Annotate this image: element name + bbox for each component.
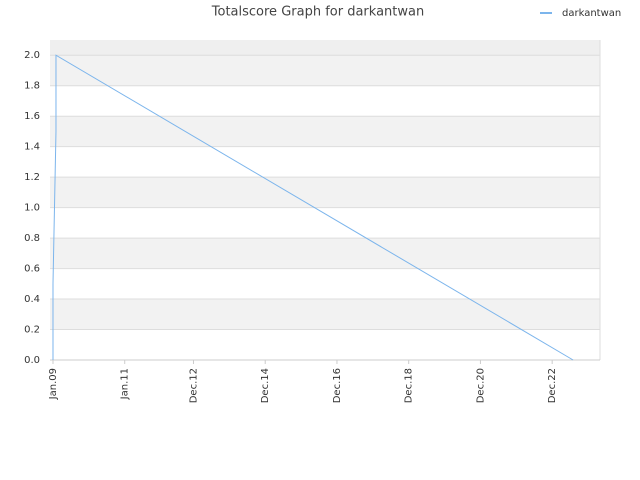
y-tick-label: 0.0 — [24, 355, 40, 366]
grid-band — [50, 85, 600, 117]
grid-band — [50, 268, 600, 300]
grid-band — [50, 55, 600, 86]
x-tick-label: Jan.09 — [48, 368, 59, 400]
grid-band — [50, 329, 600, 360]
x-tick-label: Dec.14 — [260, 368, 271, 403]
x-tick-label: Dec.16 — [332, 368, 343, 403]
y-tick-label: 0.6 — [24, 264, 40, 275]
y-tick-label: 2.0 — [24, 50, 40, 61]
y-tick-label: 1.0 — [24, 203, 40, 214]
y-tick-label: 1.6 — [24, 111, 40, 122]
y-tick-label: 1.2 — [24, 172, 40, 183]
x-tick-label: Dec.12 — [188, 368, 199, 403]
grid-band — [50, 177, 600, 208]
grid-band — [50, 299, 600, 330]
chart-title: Totalscore Graph for darkantwan — [211, 5, 424, 20]
y-tick-label: 0.2 — [24, 325, 40, 336]
grid-band — [50, 116, 600, 147]
y-tick-label: 0.4 — [24, 294, 40, 305]
x-tick-label: Dec.20 — [475, 368, 486, 403]
series-line — [52, 54, 574, 361]
y-tick-label: 0.8 — [24, 233, 40, 244]
y-tick-label: 1.4 — [24, 142, 40, 153]
x-tick-label: Dec.22 — [547, 368, 558, 403]
grid-band — [50, 146, 600, 178]
x-tick-label: Dec.18 — [404, 368, 415, 403]
grid-band — [50, 207, 600, 239]
x-tick-label: Jan.11 — [120, 368, 131, 400]
y-tick-label: 1.8 — [24, 81, 40, 92]
legend-label: darkantwan — [562, 8, 621, 19]
grid-band — [50, 238, 600, 269]
